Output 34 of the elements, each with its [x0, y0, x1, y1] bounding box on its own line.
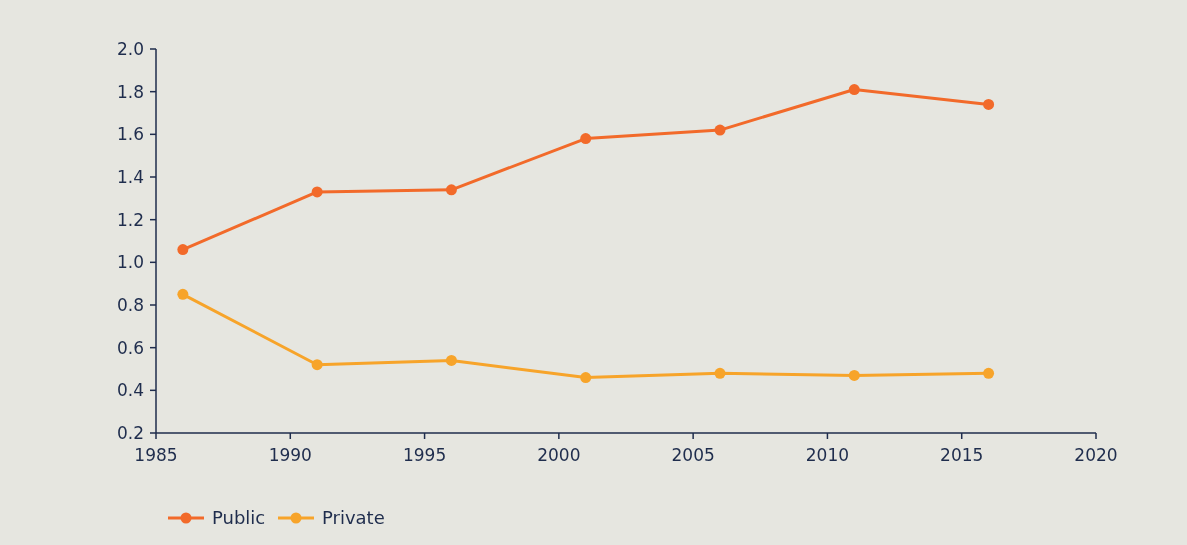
x-tick-label: 1990 — [268, 445, 312, 465]
y-tick-label: 1.0 — [116, 252, 144, 273]
x-tick-label: 2010 — [805, 445, 850, 465]
point — [311, 359, 323, 371]
point — [177, 288, 189, 300]
y-tick-label: 0.6 — [116, 337, 144, 358]
point — [983, 367, 995, 379]
point — [580, 372, 592, 384]
x-tick-label: 2020 — [1074, 445, 1118, 465]
point — [983, 98, 995, 110]
y-tick-label: 1.6 — [116, 124, 144, 145]
point — [177, 244, 189, 256]
y-tick-label: 0.8 — [116, 294, 144, 315]
legend-label: Private — [322, 507, 385, 529]
point — [714, 367, 726, 379]
point — [580, 133, 592, 145]
point — [311, 186, 323, 198]
y-tick-label: 2.0 — [116, 38, 144, 59]
y-tick-label: 1.2 — [116, 209, 144, 230]
point — [848, 369, 860, 381]
y-tick-label: 0.2 — [116, 422, 144, 443]
point — [445, 354, 457, 366]
y-tick-label: 1.4 — [116, 166, 144, 187]
x-tick-label: 2015 — [940, 445, 984, 465]
y-tick-label: 1.8 — [116, 81, 144, 102]
legend-label: Public — [212, 507, 266, 529]
x-tick-label: 2005 — [671, 445, 715, 465]
point — [445, 184, 457, 196]
point — [848, 84, 860, 96]
x-tick-label: 1995 — [402, 445, 447, 465]
point — [714, 124, 726, 136]
x-tick-label: 1985 — [134, 445, 178, 465]
x-tick-label: 2000 — [537, 445, 581, 465]
y-tick-label: 0.4 — [116, 380, 144, 401]
